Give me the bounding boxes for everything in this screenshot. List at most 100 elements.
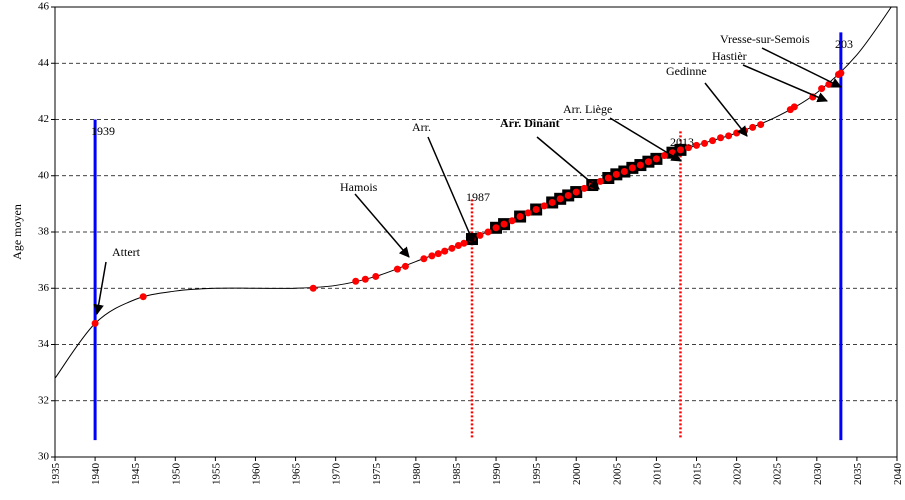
reference-label: 203: [835, 37, 853, 51]
x-tick-label: 1980: [411, 463, 423, 486]
dot: [628, 164, 636, 172]
annotation-arrow: [427, 136, 476, 245]
dot: [540, 202, 548, 210]
annotation: Arr. Liège: [563, 102, 612, 116]
dot: [556, 195, 564, 203]
dot: [580, 184, 588, 192]
dot: [441, 247, 449, 255]
reference-label: 2013: [670, 135, 694, 149]
x-tick-label: 1945: [130, 463, 142, 486]
annotation-arrow: [742, 64, 828, 103]
y-tick-label: 32: [38, 394, 49, 406]
annotation: Hamois: [340, 180, 378, 194]
x-tick-label: 2035: [852, 463, 864, 486]
dot: [428, 252, 436, 260]
y-tick-label: 36: [38, 282, 50, 294]
y-tick-label: 34: [38, 338, 50, 350]
dot: [91, 319, 99, 327]
dot: [420, 255, 428, 263]
y-tick-label: 40: [38, 169, 50, 181]
y-tick-label: 38: [38, 226, 50, 238]
dot: [524, 209, 532, 217]
annotation: Gedinne: [666, 64, 707, 78]
x-tick-label: 1935: [50, 463, 62, 486]
dot: [733, 129, 741, 137]
dot: [749, 123, 757, 131]
dot: [725, 132, 733, 140]
x-tick-label: 2000: [571, 463, 583, 486]
dot: [393, 265, 401, 273]
y-tick-label: 30: [38, 451, 50, 463]
dot: [476, 231, 484, 239]
dot: [492, 224, 500, 232]
dot: [372, 272, 380, 280]
x-tick-label: 2025: [772, 463, 784, 486]
y-axis-label: Age moyen: [10, 204, 24, 260]
dot: [361, 275, 369, 283]
x-tick-label: 2040: [892, 463, 904, 486]
annotation-arrow: [761, 47, 842, 88]
x-tick-label: 1965: [291, 463, 303, 486]
dot: [460, 239, 468, 247]
annotation: Arr.: [412, 120, 431, 134]
x-tick-label: 2015: [692, 463, 704, 486]
x-tick-label: 1985: [451, 463, 463, 486]
x-tick-label: 2030: [812, 463, 824, 486]
dot: [548, 198, 556, 206]
dot: [685, 144, 693, 152]
annotation-arrow: [609, 117, 682, 162]
dot: [139, 293, 147, 301]
annotation-arrow: [354, 193, 410, 258]
dot: [564, 191, 572, 199]
x-tick-label: 2010: [651, 463, 663, 486]
dot: [837, 69, 845, 77]
dot: [352, 277, 360, 285]
x-tick-label: 1950: [170, 463, 182, 486]
annotation: Vresse-sur-Semois: [720, 32, 810, 46]
dot: [508, 217, 516, 225]
dot: [612, 170, 620, 178]
dot: [401, 262, 409, 270]
y-tick-label: 42: [38, 113, 49, 125]
dot: [532, 206, 540, 213]
reference-label: 1987: [466, 190, 490, 204]
dot: [644, 158, 652, 166]
y-tick-label: 44: [38, 57, 50, 69]
dot: [701, 139, 709, 147]
dot: [484, 228, 492, 236]
annotation: Arr. Dinant: [500, 116, 560, 130]
x-tick-label: 2020: [732, 463, 744, 486]
x-tick-label: 1960: [250, 463, 262, 486]
dot: [434, 250, 442, 258]
x-tick-label: 2005: [611, 463, 623, 486]
dot: [660, 152, 668, 159]
dot: [448, 244, 456, 252]
dot: [693, 141, 701, 149]
dot: [652, 155, 660, 163]
x-tick-label: 1990: [491, 463, 503, 486]
annotation-arrow: [536, 136, 600, 190]
dot: [500, 220, 508, 228]
x-tick-label: 1995: [531, 463, 543, 486]
dot: [516, 213, 524, 221]
dot: [757, 121, 765, 129]
x-tick-label: 1955: [210, 463, 222, 486]
dot: [818, 85, 826, 93]
dot: [309, 284, 317, 292]
dot: [572, 188, 580, 196]
reference-label: 1939: [91, 124, 115, 138]
x-tick-label: 1940: [90, 463, 102, 486]
annotation: Hastièr: [712, 49, 747, 63]
dot: [454, 242, 462, 249]
dot: [596, 177, 604, 185]
annotation-arrow: [93, 261, 107, 316]
dot: [620, 168, 628, 176]
annotation: Attert: [112, 245, 141, 259]
dot: [717, 134, 725, 142]
x-tick-label: 1970: [331, 463, 343, 486]
x-tick-label: 1975: [371, 463, 383, 486]
annotation-arrow: [704, 82, 748, 137]
dot: [790, 103, 798, 111]
dot: [709, 137, 717, 145]
y-tick-label: 46: [38, 1, 50, 13]
